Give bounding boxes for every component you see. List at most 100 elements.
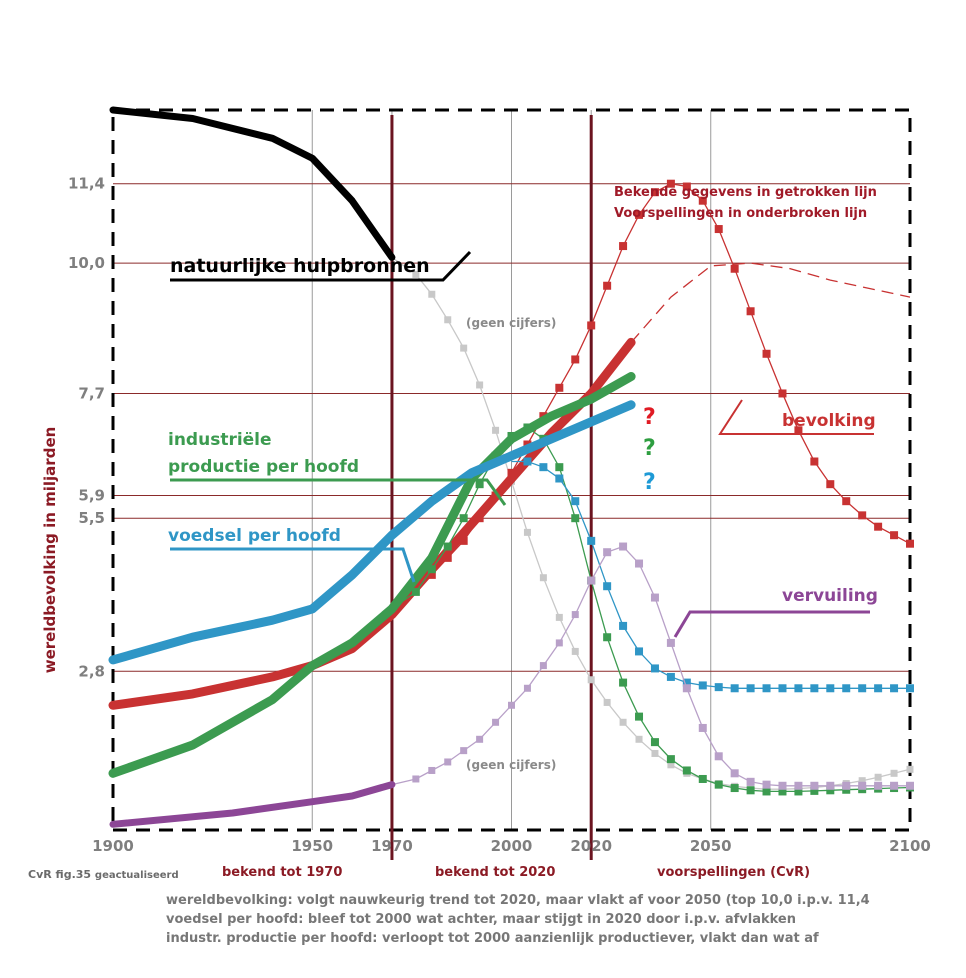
marker-4-2096 [890, 781, 899, 790]
marker-1-2016 [571, 355, 580, 364]
marker-2-2032 [635, 712, 644, 721]
chart-frame [111, 108, 912, 860]
marker-2-2024 [603, 633, 612, 642]
marker-4-2004 [523, 684, 531, 692]
marker-4-2008 [539, 662, 547, 670]
y-tick-5: 2,8 [78, 662, 105, 680]
no-data-label-top: (geen cijfers) [466, 316, 556, 330]
marker-4-2088 [858, 781, 867, 790]
question-mark-2: ? [643, 470, 656, 495]
marker-4-1988 [460, 747, 468, 755]
frame-border [111, 108, 912, 832]
label-industry-1: industriële [168, 430, 272, 450]
marker-0-2028 [619, 718, 627, 726]
marker-1-2068 [778, 389, 787, 398]
marker-4-2100 [906, 781, 914, 790]
marker-2-2056 [730, 784, 739, 793]
credit-main: CvR fig.35 [28, 868, 92, 881]
marker-2-2036 [650, 738, 659, 747]
marker-4-1996 [492, 718, 500, 726]
x-tick-2100: 2100 [889, 837, 931, 855]
marker-3-2100 [906, 684, 914, 693]
x-tick-1900: 1900 [92, 837, 134, 855]
marker-3-2048 [698, 681, 707, 690]
known-line-0 [109, 106, 396, 261]
marker-3-2028 [619, 621, 628, 630]
marker-2-2072 [794, 787, 803, 796]
leader-natuurlijke-hulpbronnen [170, 250, 472, 282]
marker-3-2084 [842, 684, 851, 693]
marker-0-2024 [603, 698, 611, 706]
marker-4-1992 [476, 735, 484, 743]
note-population: wereldbevolking: volgt nauwkeurig trend … [166, 893, 870, 908]
marker-4-2048 [698, 723, 707, 732]
marker-3-2052 [714, 683, 723, 692]
marker-3-2024 [603, 582, 612, 591]
known-line-1 [108, 337, 636, 710]
marker-1-2052 [714, 225, 723, 234]
marker-2-1992 [475, 480, 484, 489]
marker-2-1980 [427, 565, 436, 574]
y-axis-label: wereldbevolking in miljarden [41, 427, 59, 674]
marker-2-1976 [411, 587, 420, 596]
leader-vervuiling [673, 610, 870, 638]
marker-0-2092 [874, 773, 882, 781]
marker-3-2056 [730, 684, 739, 693]
marker-1-2044 [682, 182, 691, 191]
marker-3-2096 [890, 684, 899, 693]
marker-0-2012 [555, 613, 563, 621]
marker-4-2024 [603, 548, 612, 557]
marker-3-2060 [746, 684, 755, 693]
marker-1-2024 [603, 281, 612, 290]
marker-3-2088 [858, 684, 867, 693]
marker-2-2012 [555, 463, 564, 472]
leader-voedsel [170, 547, 416, 583]
marker-4-2072 [794, 781, 803, 790]
credit-sub: geactualiseerd [94, 870, 179, 881]
marker-0-1988 [460, 344, 468, 352]
marker-1-2088 [858, 511, 867, 520]
y-tick-4: 5,5 [78, 509, 105, 527]
marker-0-2032 [635, 735, 643, 743]
figure-credit: CvR fig.35 geactualiseerd [28, 868, 179, 881]
marker-4-2056 [730, 769, 739, 778]
marker-1-2084 [842, 497, 851, 506]
marker-4-2052 [714, 752, 723, 761]
marker-3-2044 [682, 678, 691, 687]
marker-4-2068 [778, 781, 787, 790]
note-food: voedsel per hoofd: bleef tot 2000 wat ac… [166, 912, 796, 927]
marker-0-1984 [444, 316, 452, 324]
marker-4-2044 [682, 684, 691, 693]
marker-0-2040 [667, 761, 675, 769]
marker-3-2004 [523, 457, 532, 466]
marker-0-2096 [890, 769, 898, 777]
marker-0-1996 [492, 426, 500, 434]
series-layer [108, 106, 914, 828]
marker-3-2080 [826, 684, 835, 693]
marker-2-1984 [443, 542, 452, 551]
known-line-2 [108, 372, 636, 778]
x-tick-2050: 2050 [690, 837, 732, 855]
label-natuurlijke-hulpbronnen: natuurlijke hulpbronnen [170, 255, 430, 277]
marker-3-2092 [874, 684, 883, 693]
x-tick-2020: 2020 [570, 837, 612, 855]
marker-3-2032 [635, 647, 644, 656]
marker-1-2060 [746, 307, 755, 316]
marker-1-2092 [874, 522, 883, 531]
marker-2-2016 [571, 514, 580, 523]
marker-2-1988 [459, 514, 468, 523]
marker-1-2012 [555, 383, 564, 392]
forecast-2020-line-1 [630, 262, 911, 343]
marker-1-2076 [810, 457, 819, 466]
marker-3-2020 [587, 536, 596, 545]
leader-industry [170, 478, 507, 506]
marker-label-2: voorspellingen (CvR) [657, 865, 810, 880]
marker-2-2040 [666, 755, 675, 764]
marker-3-2012 [555, 474, 564, 483]
marker-0-1980 [428, 290, 436, 298]
marker-3-2008 [539, 463, 548, 472]
marker-4-1984 [444, 758, 452, 766]
marker-3-2040 [666, 672, 675, 681]
marker-1-2032 [635, 210, 644, 219]
marker-3-2076 [810, 684, 819, 693]
